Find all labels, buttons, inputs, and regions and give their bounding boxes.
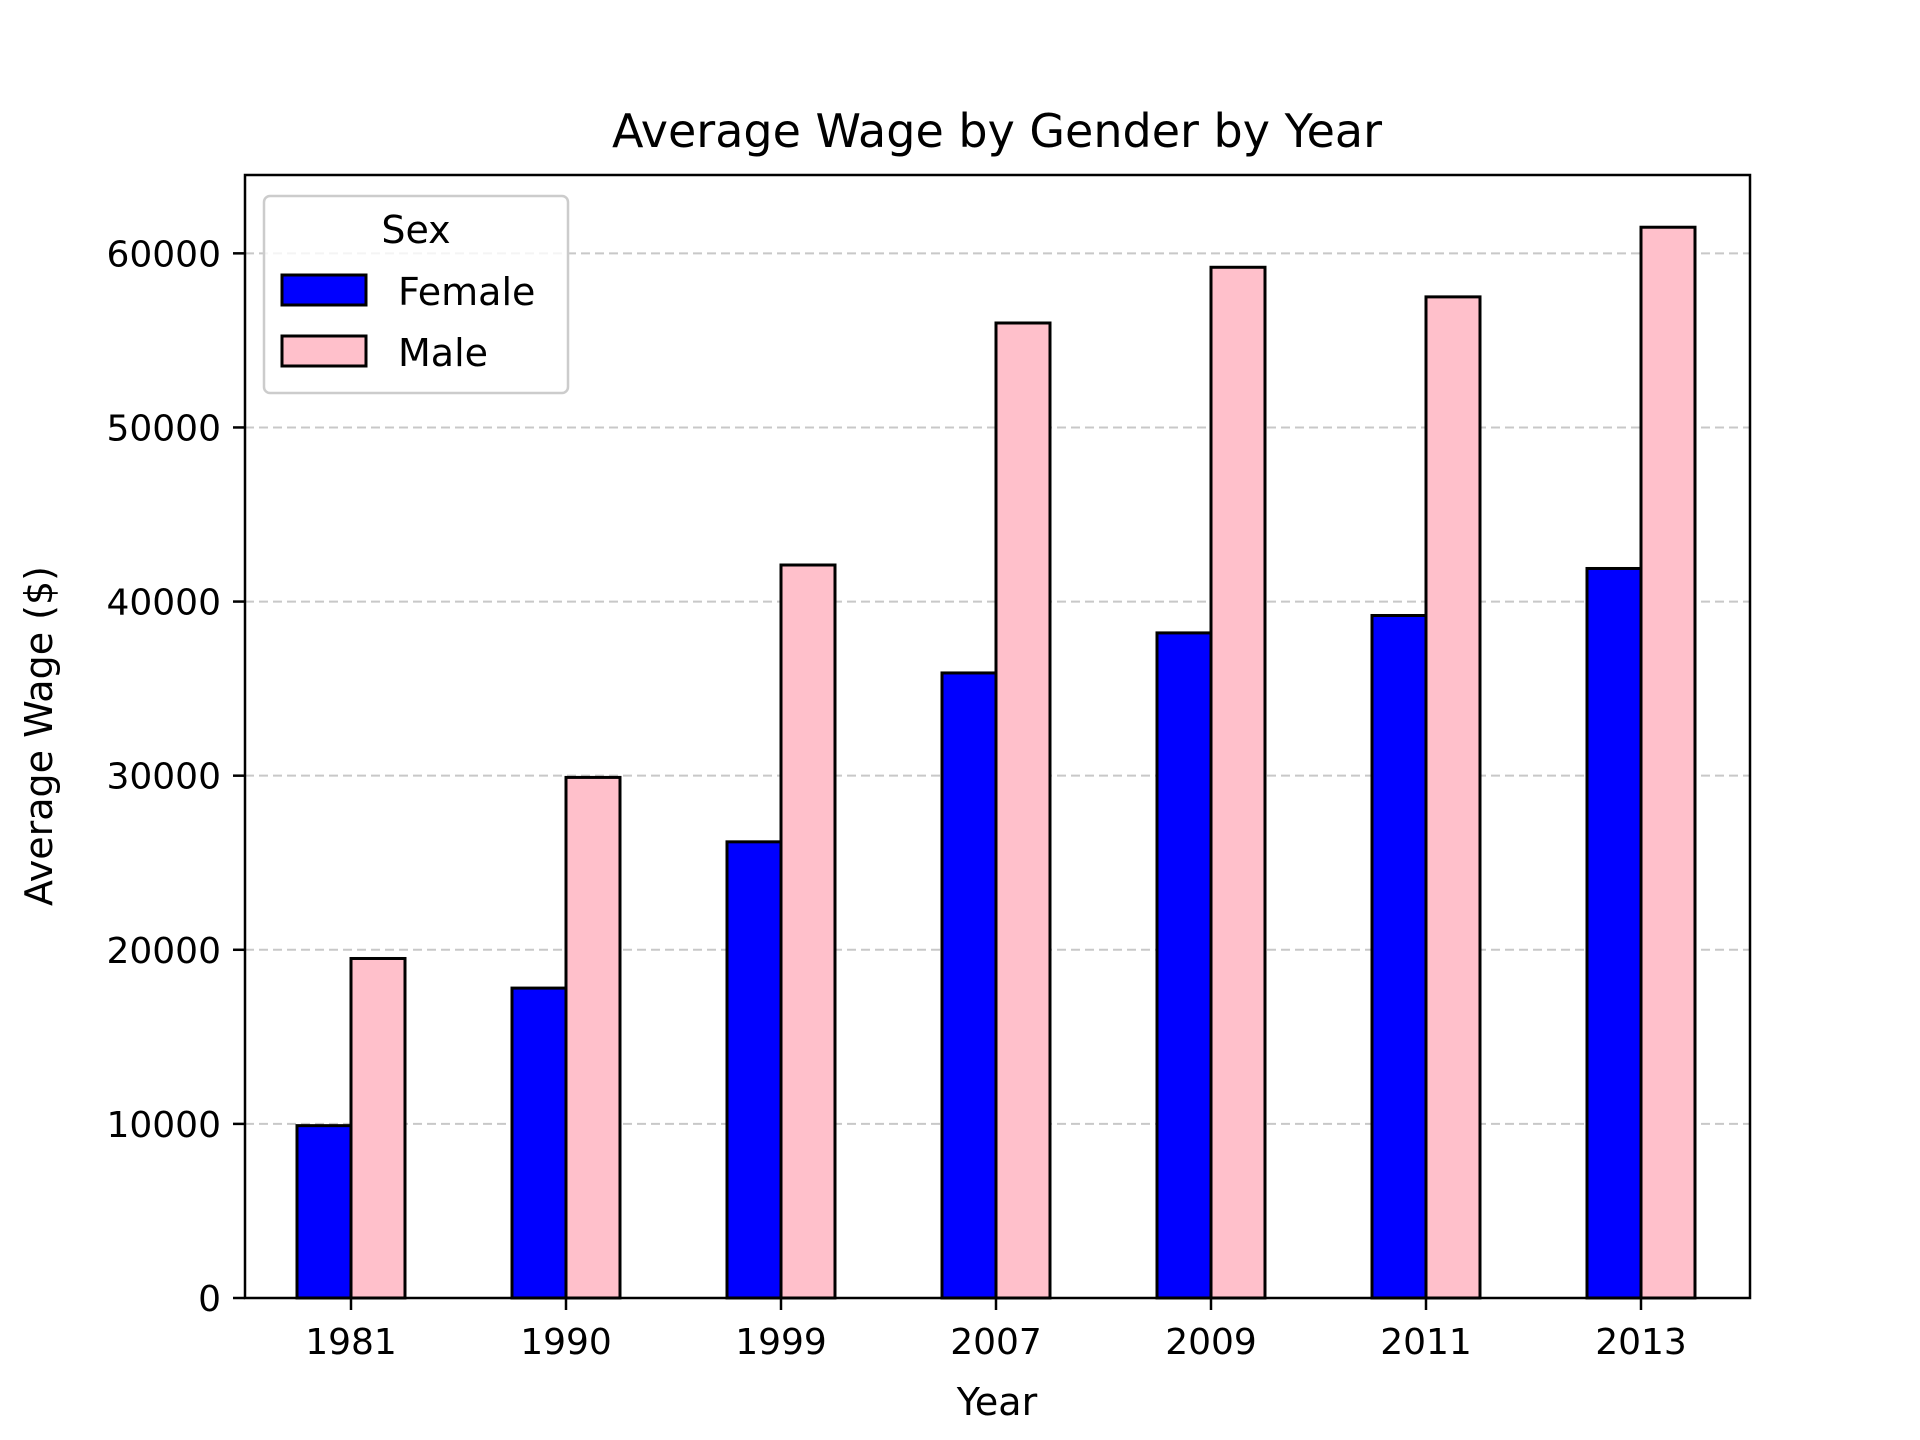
bar-male-2007 [994,321,1052,1300]
bar-female-1990 [510,986,568,1300]
legend-swatch-male [280,334,368,368]
x-axis-label: Year [956,1380,1038,1424]
y-tick-label: 30000 [106,757,221,798]
x-axis-ticks: 1981 1990 1999 2007 2009 2011 2013 [305,1298,1687,1363]
x-tick-label: 2007 [950,1322,1042,1363]
x-tick-label: 1999 [735,1322,827,1363]
x-tick-label: 1981 [305,1322,397,1363]
legend-swatch-female [280,273,368,307]
legend-title: Sex [381,208,450,252]
bar-female-2007 [940,671,998,1300]
y-axis-ticks: 0 10000 20000 30000 40000 50000 60000 [106,234,245,1320]
bar-female-2011 [1370,613,1428,1300]
x-tick-label: 2009 [1165,1322,1257,1363]
bar-male-2013 [1639,225,1697,1300]
plot-frame [243,173,1752,1300]
gridlines [245,252,1750,1125]
bar-male-1981 [349,956,407,1300]
y-tick-label: 20000 [106,931,221,972]
bar-female-1981 [295,1124,353,1300]
bars [295,225,1697,1300]
y-tick-label: 50000 [106,408,221,449]
bar-female-2013 [1585,566,1643,1300]
bar-male-2009 [1209,265,1267,1300]
bar-female-2009 [1155,631,1213,1300]
y-tick-label: 60000 [106,234,221,275]
legend: Sex Female Male [262,194,570,395]
x-tick-label: 2013 [1595,1322,1687,1363]
y-tick-label: 0 [198,1279,221,1320]
bar-female-1999 [725,840,783,1300]
bar-male-1990 [564,775,622,1300]
bar-male-2011 [1424,295,1482,1300]
y-axis-label: Average Wage ($) [17,566,61,906]
x-tick-label: 1990 [520,1322,612,1363]
y-tick-label: 10000 [106,1105,221,1146]
legend-label-female: Female [398,270,535,314]
x-tick-label: 2011 [1380,1322,1472,1363]
bar-male-1999 [779,563,837,1300]
y-tick-label: 40000 [106,583,221,624]
chart-title: Average Wage by Gender by Year [612,104,1382,158]
legend-label-male: Male [398,331,488,375]
